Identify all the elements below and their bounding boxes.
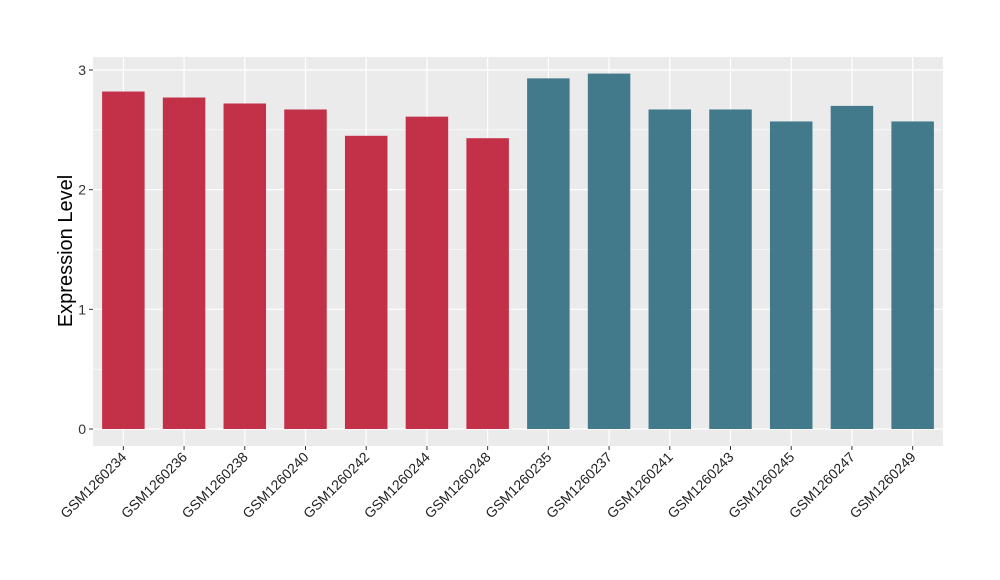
bar-GSM1260236 xyxy=(162,97,206,429)
x-axis: GSM1260234GSM1260236GSM1260238GSM1260240… xyxy=(57,446,919,521)
bar-GSM1260249 xyxy=(891,121,934,430)
bar-GSM1260243 xyxy=(709,109,752,429)
bar-GSM1260244 xyxy=(405,116,449,429)
bar-GSM1260245 xyxy=(769,121,813,430)
bar-GSM1260247 xyxy=(830,105,874,430)
plot-panel xyxy=(93,57,943,446)
bar-GSM1260241 xyxy=(648,109,692,429)
bar-GSM1260248 xyxy=(466,138,509,429)
bar-GSM1260237 xyxy=(587,73,631,429)
y-tick-label: 3 xyxy=(78,62,86,78)
y-axis-label: Expression Level xyxy=(55,175,77,327)
bar-GSM1260235 xyxy=(527,78,570,430)
bar-GSM1260242 xyxy=(344,135,388,429)
y-tick-label: 1 xyxy=(78,301,86,317)
y-tick-label: 0 xyxy=(78,421,86,437)
bars xyxy=(102,73,934,430)
bar-GSM1260238 xyxy=(223,103,267,430)
bar-GSM1260240 xyxy=(284,109,327,429)
y-axis: 0 1 2 3 xyxy=(78,62,93,437)
y-tick-label: 2 xyxy=(78,182,86,198)
bar-GSM1260234 xyxy=(102,91,145,429)
